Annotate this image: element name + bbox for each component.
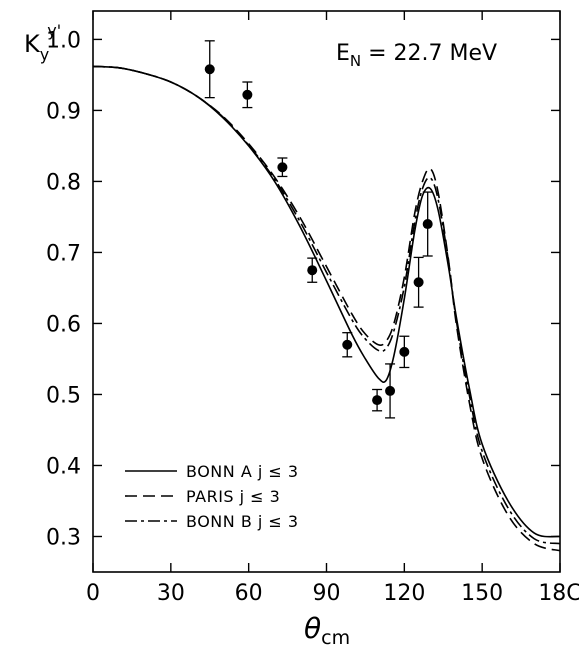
- xlabel-sub: cm: [321, 627, 350, 649]
- x-tick-label: 0: [86, 581, 100, 606]
- data-point: [307, 265, 318, 276]
- data-point: [242, 89, 253, 100]
- ylabel-sup: y': [47, 21, 61, 40]
- data-point: [413, 277, 424, 288]
- series-line-dashdot: [92, 65, 561, 545]
- legend-label-1: PARIS j ≤ 3: [186, 487, 280, 506]
- annotation-sub: N: [350, 52, 361, 70]
- annotation-main: E: [336, 41, 350, 66]
- y-tick-label: 0.3: [46, 525, 81, 550]
- ylabel-symbol: K: [24, 30, 41, 58]
- x-tick-label: 120: [383, 581, 425, 606]
- series-line-dashed: [92, 65, 561, 552]
- data-point: [342, 339, 353, 350]
- y-tick-label: 0.5: [46, 383, 81, 408]
- ticks: 0 30 60 90 120 150 18C 0.3 0.4 0.5 0.6 0.7 0.8 0.9 1.0: [46, 11, 579, 606]
- annotation-rest: = 22.7 MeV: [361, 41, 497, 66]
- axes: [92, 10, 561, 573]
- y-tick-label: 1.0: [46, 28, 81, 53]
- y-axis-label: Ky y': [24, 21, 61, 64]
- series-line-solid: [92, 65, 561, 538]
- legend-label-2: BONN B j ≤ 3: [186, 512, 299, 531]
- data-point: [399, 346, 410, 357]
- y-tick-label: 0.8: [46, 170, 81, 195]
- x-tick-label: 90: [313, 581, 341, 606]
- data-point: [372, 395, 383, 406]
- legend-label-0: BONN A j ≤ 3: [186, 462, 299, 481]
- data-point: [385, 385, 396, 396]
- x-tick-label: 18C: [538, 581, 579, 606]
- x-tick-label: 60: [235, 581, 263, 606]
- y-tick-label: 0.4: [46, 454, 81, 479]
- x-axis-label: θcm: [304, 612, 350, 649]
- data-points: [204, 40, 433, 419]
- y-tick-label: 0.9: [46, 99, 81, 124]
- data-point: [204, 64, 215, 75]
- curves: [92, 65, 561, 552]
- xlabel-symbol: θ: [304, 612, 321, 645]
- x-tick-label: 150: [461, 581, 503, 606]
- data-point: [422, 219, 433, 230]
- x-tick-label: 30: [157, 581, 185, 606]
- plot-frame: [92, 10, 561, 573]
- data-point: [277, 162, 288, 173]
- y-tick-label: 0.6: [46, 312, 81, 337]
- ylabel-sub: y: [40, 45, 49, 64]
- y-tick-label: 0.7: [46, 241, 81, 266]
- energy-annotation: EN = 22.7 MeV: [336, 41, 497, 70]
- legend: BONN A j ≤ 3 PARIS j ≤ 3 BONN B j ≤ 3: [125, 462, 299, 531]
